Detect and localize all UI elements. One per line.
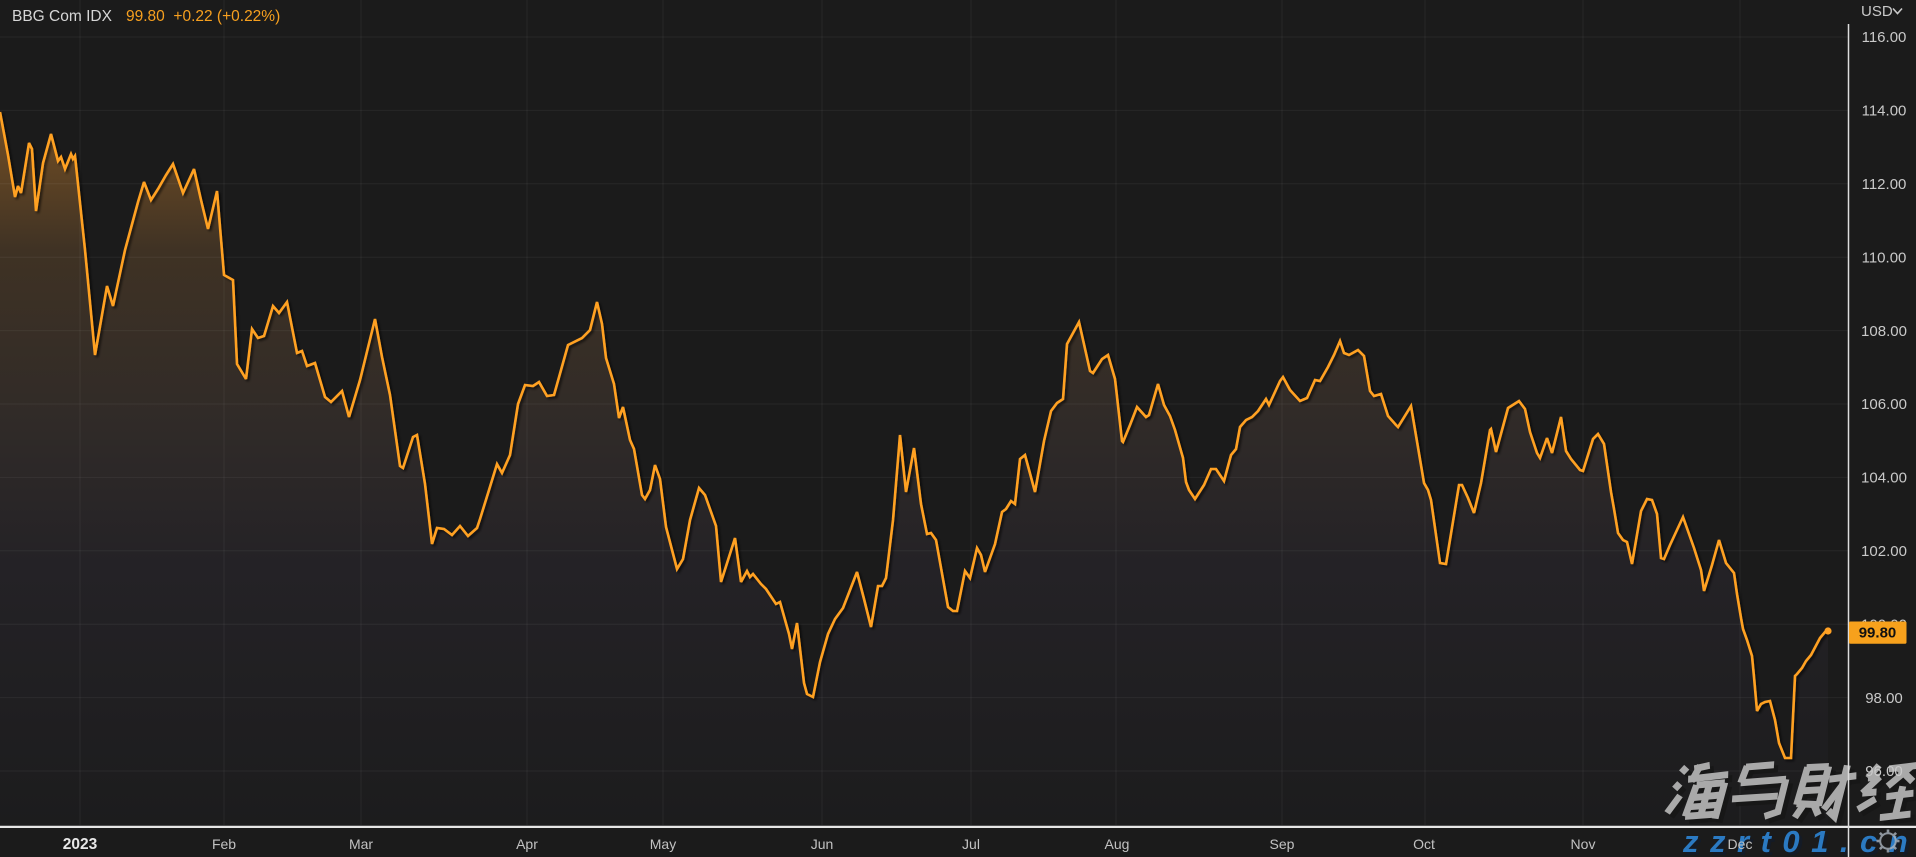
svg-text:Feb: Feb [212, 836, 236, 852]
svg-text:Nov: Nov [1571, 836, 1596, 852]
svg-text:Sep: Sep [1270, 836, 1295, 852]
svg-text:Oct: Oct [1413, 836, 1435, 852]
svg-text:99.80 +0.22 (+0.22%): 99.80 +0.22 (+0.22%) [126, 8, 280, 25]
svg-text:Dec: Dec [1728, 836, 1753, 852]
svg-text:2023: 2023 [63, 836, 98, 853]
svg-text:110.00: 110.00 [1862, 249, 1907, 266]
svg-text:114.00: 114.00 [1862, 103, 1907, 120]
svg-text:96.00: 96.00 [1865, 763, 1903, 780]
svg-text:98.00: 98.00 [1865, 690, 1903, 707]
svg-text:Jul: Jul [962, 836, 980, 852]
svg-text:99.80: 99.80 [1859, 625, 1897, 642]
svg-text:Mar: Mar [349, 836, 373, 852]
svg-text:BBG Com IDX: BBG Com IDX [12, 8, 113, 25]
svg-text:112.00: 112.00 [1862, 176, 1907, 193]
svg-text:zzrt01.cn: zzrt01.cn [1685, 827, 1916, 857]
svg-text:May: May [650, 836, 676, 852]
svg-text:116.00: 116.00 [1862, 29, 1907, 46]
svg-text:108.00: 108.00 [1861, 323, 1907, 340]
svg-text:Jun: Jun [811, 836, 834, 852]
svg-text:106.00: 106.00 [1861, 396, 1907, 413]
svg-text:104.00: 104.00 [1861, 470, 1907, 487]
svg-text:USD: USD [1861, 3, 1893, 20]
svg-text:102.00: 102.00 [1861, 543, 1907, 560]
svg-text:Apr: Apr [516, 836, 538, 852]
svg-text:Aug: Aug [1105, 836, 1130, 852]
svg-text:zzrt01.cn: zzrt01.cn [1682, 824, 1916, 857]
